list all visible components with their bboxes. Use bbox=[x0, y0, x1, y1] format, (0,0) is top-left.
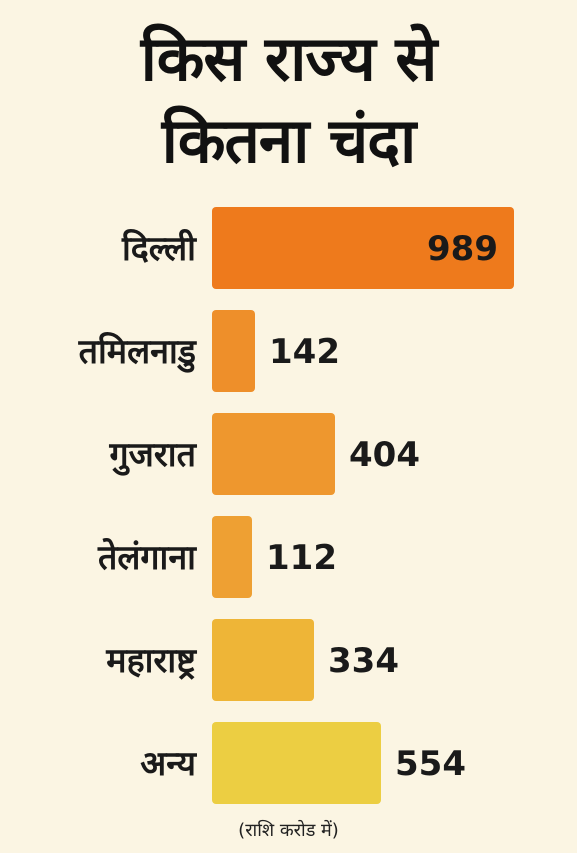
value-label: 989 bbox=[427, 229, 498, 269]
category-label: दिल्ली bbox=[121, 228, 197, 269]
value-label: 142 bbox=[269, 332, 340, 372]
value-label: 404 bbox=[349, 435, 420, 475]
chart-title: किस राज्य से कितना चंदा bbox=[0, 18, 577, 182]
bar-3 bbox=[212, 516, 252, 598]
category-label: अन्य bbox=[140, 744, 197, 784]
bar-0 bbox=[212, 207, 514, 289]
bar-1 bbox=[212, 310, 255, 392]
bar-5 bbox=[212, 722, 381, 804]
value-label: 554 bbox=[395, 744, 466, 784]
value-label: 112 bbox=[266, 538, 337, 578]
bar-2 bbox=[212, 413, 335, 495]
value-label: 334 bbox=[328, 641, 399, 681]
bar-4 bbox=[212, 619, 314, 701]
category-label: गुजरात bbox=[109, 435, 198, 476]
category-label: तेलंगाना bbox=[97, 537, 197, 578]
category-label: महाराष्ट्र bbox=[105, 641, 197, 681]
unit-note: (राशि करोड में) bbox=[238, 820, 339, 841]
category-label: तमिलनाडु bbox=[78, 331, 198, 373]
chart-title-line-2: कितना चंदा bbox=[161, 104, 416, 177]
chart-title-line-1: किस राज्य से bbox=[140, 22, 438, 95]
